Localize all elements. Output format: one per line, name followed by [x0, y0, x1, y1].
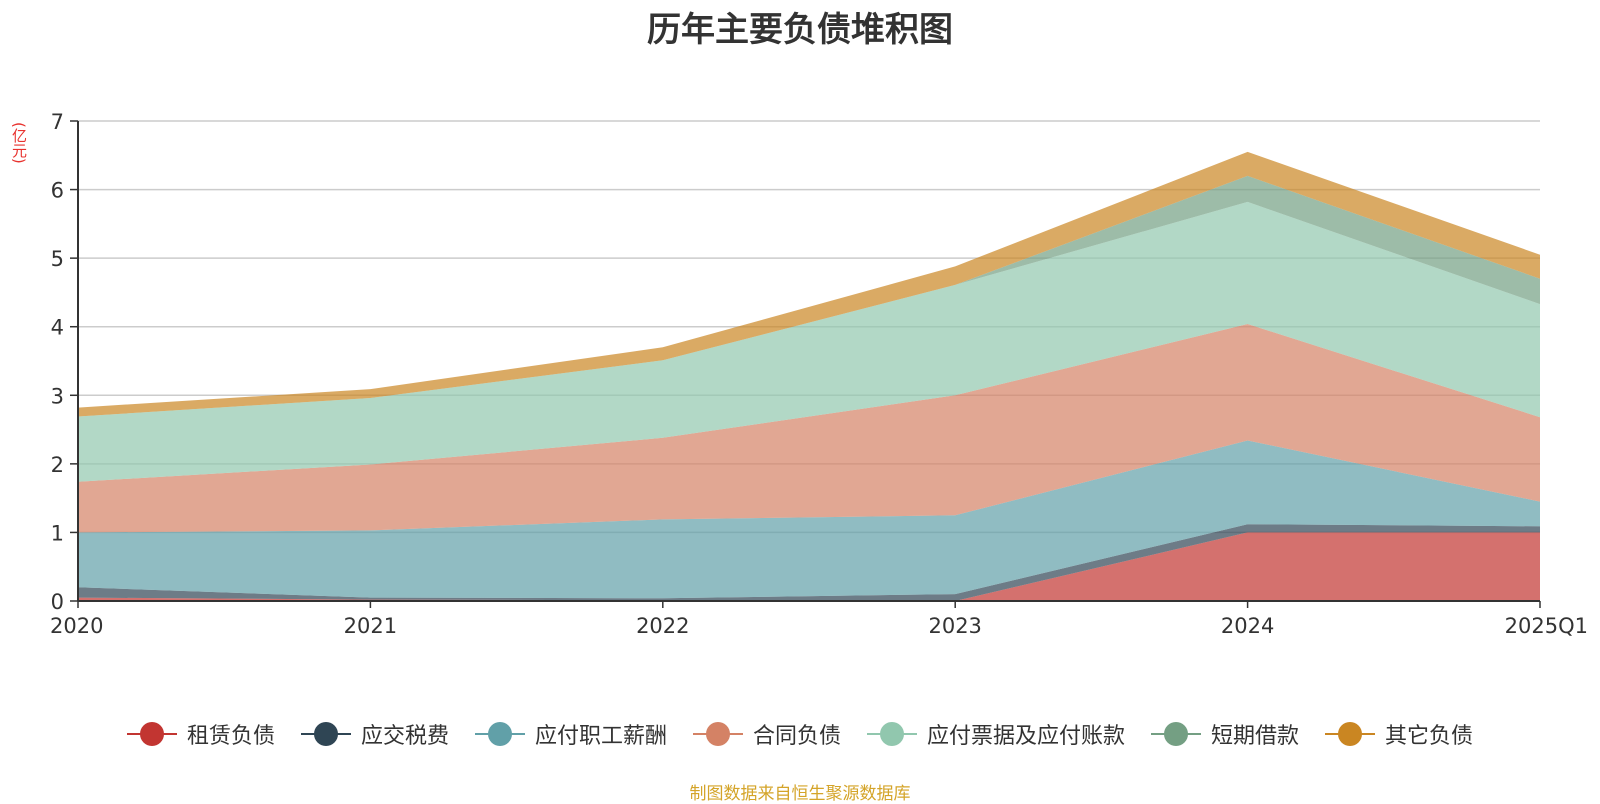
y-tick-label: 4 — [51, 316, 64, 340]
legend-marker-icon — [1325, 722, 1376, 746]
area-series-4 — [78, 201, 1540, 482]
x-tick-label: 2021 — [344, 614, 397, 638]
legend-marker-icon — [1151, 722, 1202, 746]
x-tick-label: 2024 — [1221, 614, 1274, 638]
legend-marker-icon — [692, 722, 743, 746]
legend-item[interactable]: 应付职工薪酬 — [474, 718, 667, 750]
area-series-1 — [78, 524, 1540, 601]
y-tick-label: 6 — [51, 179, 64, 203]
stacked-area-chart: 0 1 2 3 4 5 6 7 2020 2021 2022 2023 2024 2025Q1 — [50, 110, 1588, 638]
legend-marker-icon — [867, 722, 917, 746]
x-tick-label: 2022 — [636, 614, 689, 638]
legend-marker-icon — [474, 722, 525, 746]
legend-marker-icon — [300, 722, 351, 746]
chart-title: 历年主要负债堆积图 — [647, 10, 953, 50]
legend-item[interactable]: 短期借款 — [1151, 718, 1299, 750]
area-series — [78, 151, 1540, 601]
legend: 租赁负债 应交税费 应付职工薪酬 合同负债 应付票据及应付账款 短期借款 其它负债 — [0, 718, 1600, 750]
y-tick-label: 3 — [51, 384, 64, 408]
legend-item[interactable]: 合同负债 — [692, 718, 841, 750]
legend-label: 合同负债 — [752, 724, 841, 749]
legend-label: 租赁负债 — [186, 724, 275, 749]
y-tick-label: 0 — [51, 590, 64, 614]
legend-item[interactable]: 应付票据及应付账款 — [867, 718, 1125, 750]
legend-label: 短期借款 — [1211, 724, 1300, 749]
y-tick-label: 2 — [51, 453, 64, 477]
legend-label: 应交税费 — [360, 724, 449, 749]
tick-labels: 0 1 2 3 4 5 6 7 2020 2021 2022 2023 2024 2025Q1 — [50, 110, 1588, 638]
y-axis-unit-label: (亿元) — [10, 122, 28, 164]
x-tick-label: 2020 — [50, 614, 103, 638]
y-tick-label: 5 — [51, 247, 64, 271]
y-tick-label: 7 — [51, 110, 64, 134]
source-note: 制图数据来自恒生聚源数据库 — [689, 784, 911, 804]
legend-label: 其它负债 — [1385, 724, 1474, 749]
x-tick-label: 2025Q1 — [1505, 614, 1588, 638]
legend-marker-icon — [126, 722, 177, 746]
legend-item[interactable]: 应交税费 — [300, 718, 449, 750]
x-tick-label: 2023 — [928, 614, 981, 638]
axes — [70, 120, 1541, 608]
area-series-2 — [78, 440, 1540, 599]
area-series-0 — [78, 532, 1540, 601]
y-tick-label: 1 — [51, 521, 64, 545]
legend-label: 应付票据及应付账款 — [927, 724, 1126, 749]
legend-label: 应付职工薪酬 — [534, 724, 667, 749]
legend-item[interactable]: 租赁负债 — [126, 718, 275, 750]
area-series-3 — [78, 324, 1540, 533]
legend-item[interactable]: 其它负债 — [1325, 718, 1473, 750]
